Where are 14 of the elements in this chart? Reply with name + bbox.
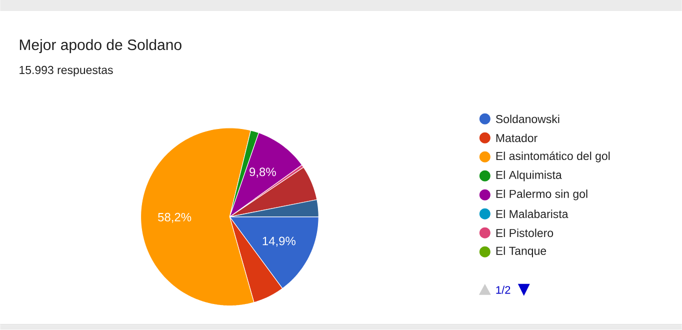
data-label: 9,8% <box>250 168 276 178</box>
legend-label: El Malabarista <box>496 210 568 218</box>
legend-label: El Tanque <box>496 246 546 258</box>
legend-label: Matador <box>496 134 538 142</box>
chart-title: Mejor apodo de Soldano <box>20 39 182 54</box>
data-label: 14,9% <box>262 236 296 247</box>
legend-label: Soldanowski <box>496 114 560 124</box>
data-label: 58,2% <box>158 213 192 223</box>
legend-label: El Alquimista <box>496 170 562 182</box>
legend-label: El Pistolero <box>496 228 554 238</box>
legend-label: El Palermo sin gol <box>496 190 588 200</box>
legend-label: El asintomático del gol <box>496 152 610 162</box>
text: 1/2 <box>496 286 510 294</box>
chart-subtitle: 15.993 respuestas <box>20 66 113 76</box>
